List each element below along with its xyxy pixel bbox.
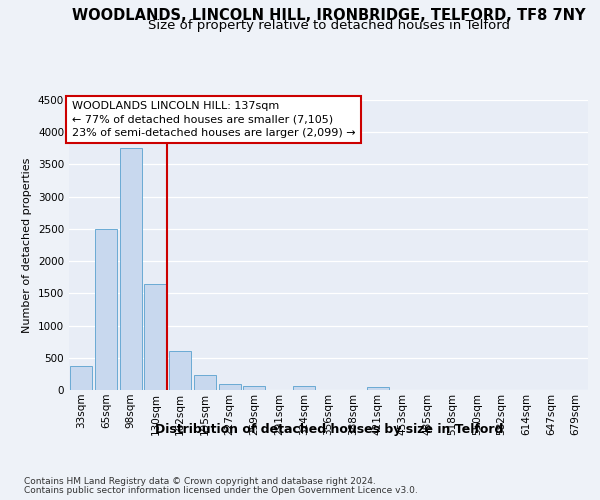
Bar — [119, 148, 142, 390]
Bar — [169, 352, 191, 390]
Text: Distribution of detached houses by size in Telford: Distribution of detached houses by size … — [155, 422, 503, 436]
Bar — [293, 386, 315, 390]
Bar — [70, 366, 92, 390]
Text: Contains HM Land Registry data © Crown copyright and database right 2024.: Contains HM Land Registry data © Crown c… — [24, 478, 376, 486]
Bar — [194, 374, 216, 390]
Bar — [218, 384, 241, 390]
Bar — [367, 387, 389, 390]
Bar — [243, 386, 265, 390]
Text: WOODLANDS, LINCOLN HILL, IRONBRIDGE, TELFORD, TF8 7NY: WOODLANDS, LINCOLN HILL, IRONBRIDGE, TEL… — [72, 8, 586, 22]
Text: WOODLANDS LINCOLN HILL: 137sqm
← 77% of detached houses are smaller (7,105)
23% : WOODLANDS LINCOLN HILL: 137sqm ← 77% of … — [71, 102, 355, 138]
Bar — [95, 229, 117, 390]
Y-axis label: Number of detached properties: Number of detached properties — [22, 158, 32, 332]
Bar — [145, 284, 167, 390]
Text: Size of property relative to detached houses in Telford: Size of property relative to detached ho… — [148, 18, 510, 32]
Text: Contains public sector information licensed under the Open Government Licence v3: Contains public sector information licen… — [24, 486, 418, 495]
